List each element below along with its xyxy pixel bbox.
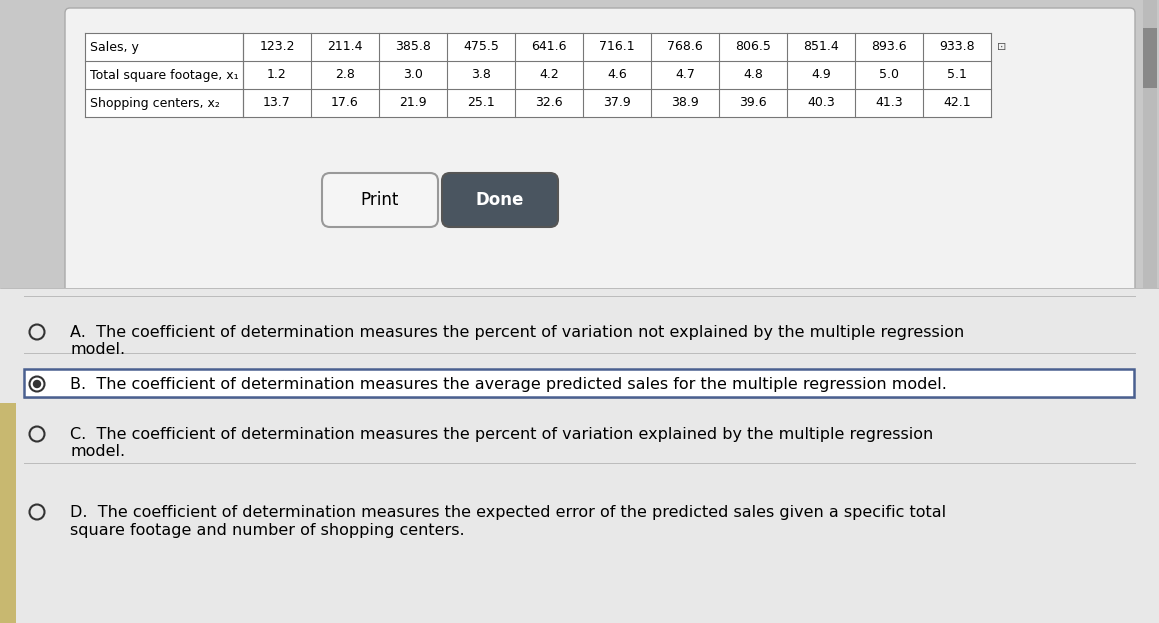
Text: 4.9: 4.9 (811, 69, 831, 82)
Text: Sales, y: Sales, y (90, 40, 139, 54)
Text: 768.6: 768.6 (668, 40, 702, 54)
Text: 4.2: 4.2 (539, 69, 559, 82)
Text: model.: model. (70, 343, 125, 358)
FancyBboxPatch shape (442, 173, 557, 227)
Text: 385.8: 385.8 (395, 40, 431, 54)
Bar (1143, 28, 1157, 88)
Bar (85, 33, 991, 117)
Text: 25.1: 25.1 (467, 97, 495, 110)
Text: 17.6: 17.6 (331, 97, 359, 110)
Text: model.: model. (70, 444, 125, 460)
Text: 933.8: 933.8 (939, 40, 975, 54)
Text: C.  The coefficient of determination measures the percent of variation explained: C. The coefficient of determination meas… (70, 427, 933, 442)
Text: 40.3: 40.3 (807, 97, 834, 110)
Text: 4.8: 4.8 (743, 69, 763, 82)
Text: 42.1: 42.1 (943, 97, 971, 110)
FancyBboxPatch shape (24, 369, 1134, 397)
Text: 806.5: 806.5 (735, 40, 771, 54)
Text: 13.7: 13.7 (263, 97, 291, 110)
Text: 38.9: 38.9 (671, 97, 699, 110)
Bar (0, 288, 1159, 623)
Text: 2.8: 2.8 (335, 69, 355, 82)
Circle shape (34, 381, 41, 388)
Text: 893.6: 893.6 (872, 40, 906, 54)
Bar (0, 403, 16, 623)
Text: 716.1: 716.1 (599, 40, 635, 54)
Text: 5.0: 5.0 (879, 69, 899, 82)
Text: 123.2: 123.2 (260, 40, 294, 54)
Text: 37.9: 37.9 (603, 97, 630, 110)
FancyBboxPatch shape (322, 173, 438, 227)
Text: 39.6: 39.6 (739, 97, 767, 110)
Text: 4.7: 4.7 (675, 69, 695, 82)
FancyBboxPatch shape (65, 8, 1135, 298)
Text: 3.8: 3.8 (471, 69, 491, 82)
Bar (1143, 0, 1157, 288)
Text: 1.2: 1.2 (267, 69, 287, 82)
Text: 4.6: 4.6 (607, 69, 627, 82)
Text: ⊡: ⊡ (997, 42, 1006, 52)
Text: A.  The coefficient of determination measures the percent of variation not expla: A. The coefficient of determination meas… (70, 325, 964, 340)
Text: 41.3: 41.3 (875, 97, 903, 110)
Text: D.  The coefficient of determination measures the expected error of the predicte: D. The coefficient of determination meas… (70, 505, 946, 520)
Text: 641.6: 641.6 (531, 40, 567, 54)
Text: 211.4: 211.4 (327, 40, 363, 54)
Text: square footage and number of shopping centers.: square footage and number of shopping ce… (70, 523, 465, 538)
Text: 3.0: 3.0 (403, 69, 423, 82)
Text: 5.1: 5.1 (947, 69, 967, 82)
Text: Done: Done (476, 191, 524, 209)
Text: 21.9: 21.9 (399, 97, 427, 110)
Text: Shopping centers, x₂: Shopping centers, x₂ (90, 97, 220, 110)
Text: Print: Print (360, 191, 399, 209)
Text: B.  The coefficient of determination measures the average predicted sales for th: B. The coefficient of determination meas… (70, 376, 947, 391)
Text: 32.6: 32.6 (535, 97, 563, 110)
Text: 851.4: 851.4 (803, 40, 839, 54)
Text: Total square footage, x₁: Total square footage, x₁ (90, 69, 239, 82)
Text: 475.5: 475.5 (464, 40, 498, 54)
